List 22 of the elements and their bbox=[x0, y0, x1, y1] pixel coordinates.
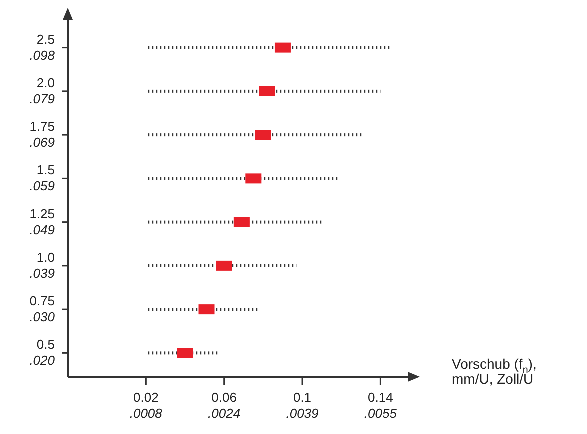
bar bbox=[146, 134, 364, 137]
bar bbox=[146, 90, 381, 93]
y-tick-label: 1.75 .069 bbox=[30, 119, 55, 150]
bar bbox=[146, 177, 340, 180]
x-axis-title: Vorschub (f$_{n}$), mm/U, Zoll/U bbox=[452, 356, 537, 387]
y-tick-label: 1.25 .049 bbox=[30, 206, 55, 238]
x2-tick-label: .0055 bbox=[364, 406, 398, 421]
x2-tick-label: .0024 bbox=[208, 406, 241, 421]
x-tick-label: 0.14 bbox=[368, 390, 394, 405]
y-tick-label: 2.5 .098 bbox=[30, 32, 56, 63]
y-tick-label: 2.0 .079 bbox=[30, 75, 55, 106]
y-tick-label: 1.5 .059 bbox=[30, 162, 55, 194]
x2-tick-label: .0008 bbox=[130, 406, 164, 421]
x-tick-label: 0.1 bbox=[293, 390, 312, 405]
y-tick-label: 0.5 .020 bbox=[30, 337, 56, 368]
bar bbox=[146, 46, 392, 50]
y-tick-label: 1.0 .039 bbox=[30, 250, 55, 281]
y-tick-label: 0.75 .030 bbox=[30, 294, 56, 325]
x-tick-label: 0.06 bbox=[212, 390, 237, 405]
x2-tick-label: .0039 bbox=[286, 406, 319, 421]
bar bbox=[146, 220, 322, 224]
x-tick-label: 0.02 bbox=[134, 390, 159, 405]
